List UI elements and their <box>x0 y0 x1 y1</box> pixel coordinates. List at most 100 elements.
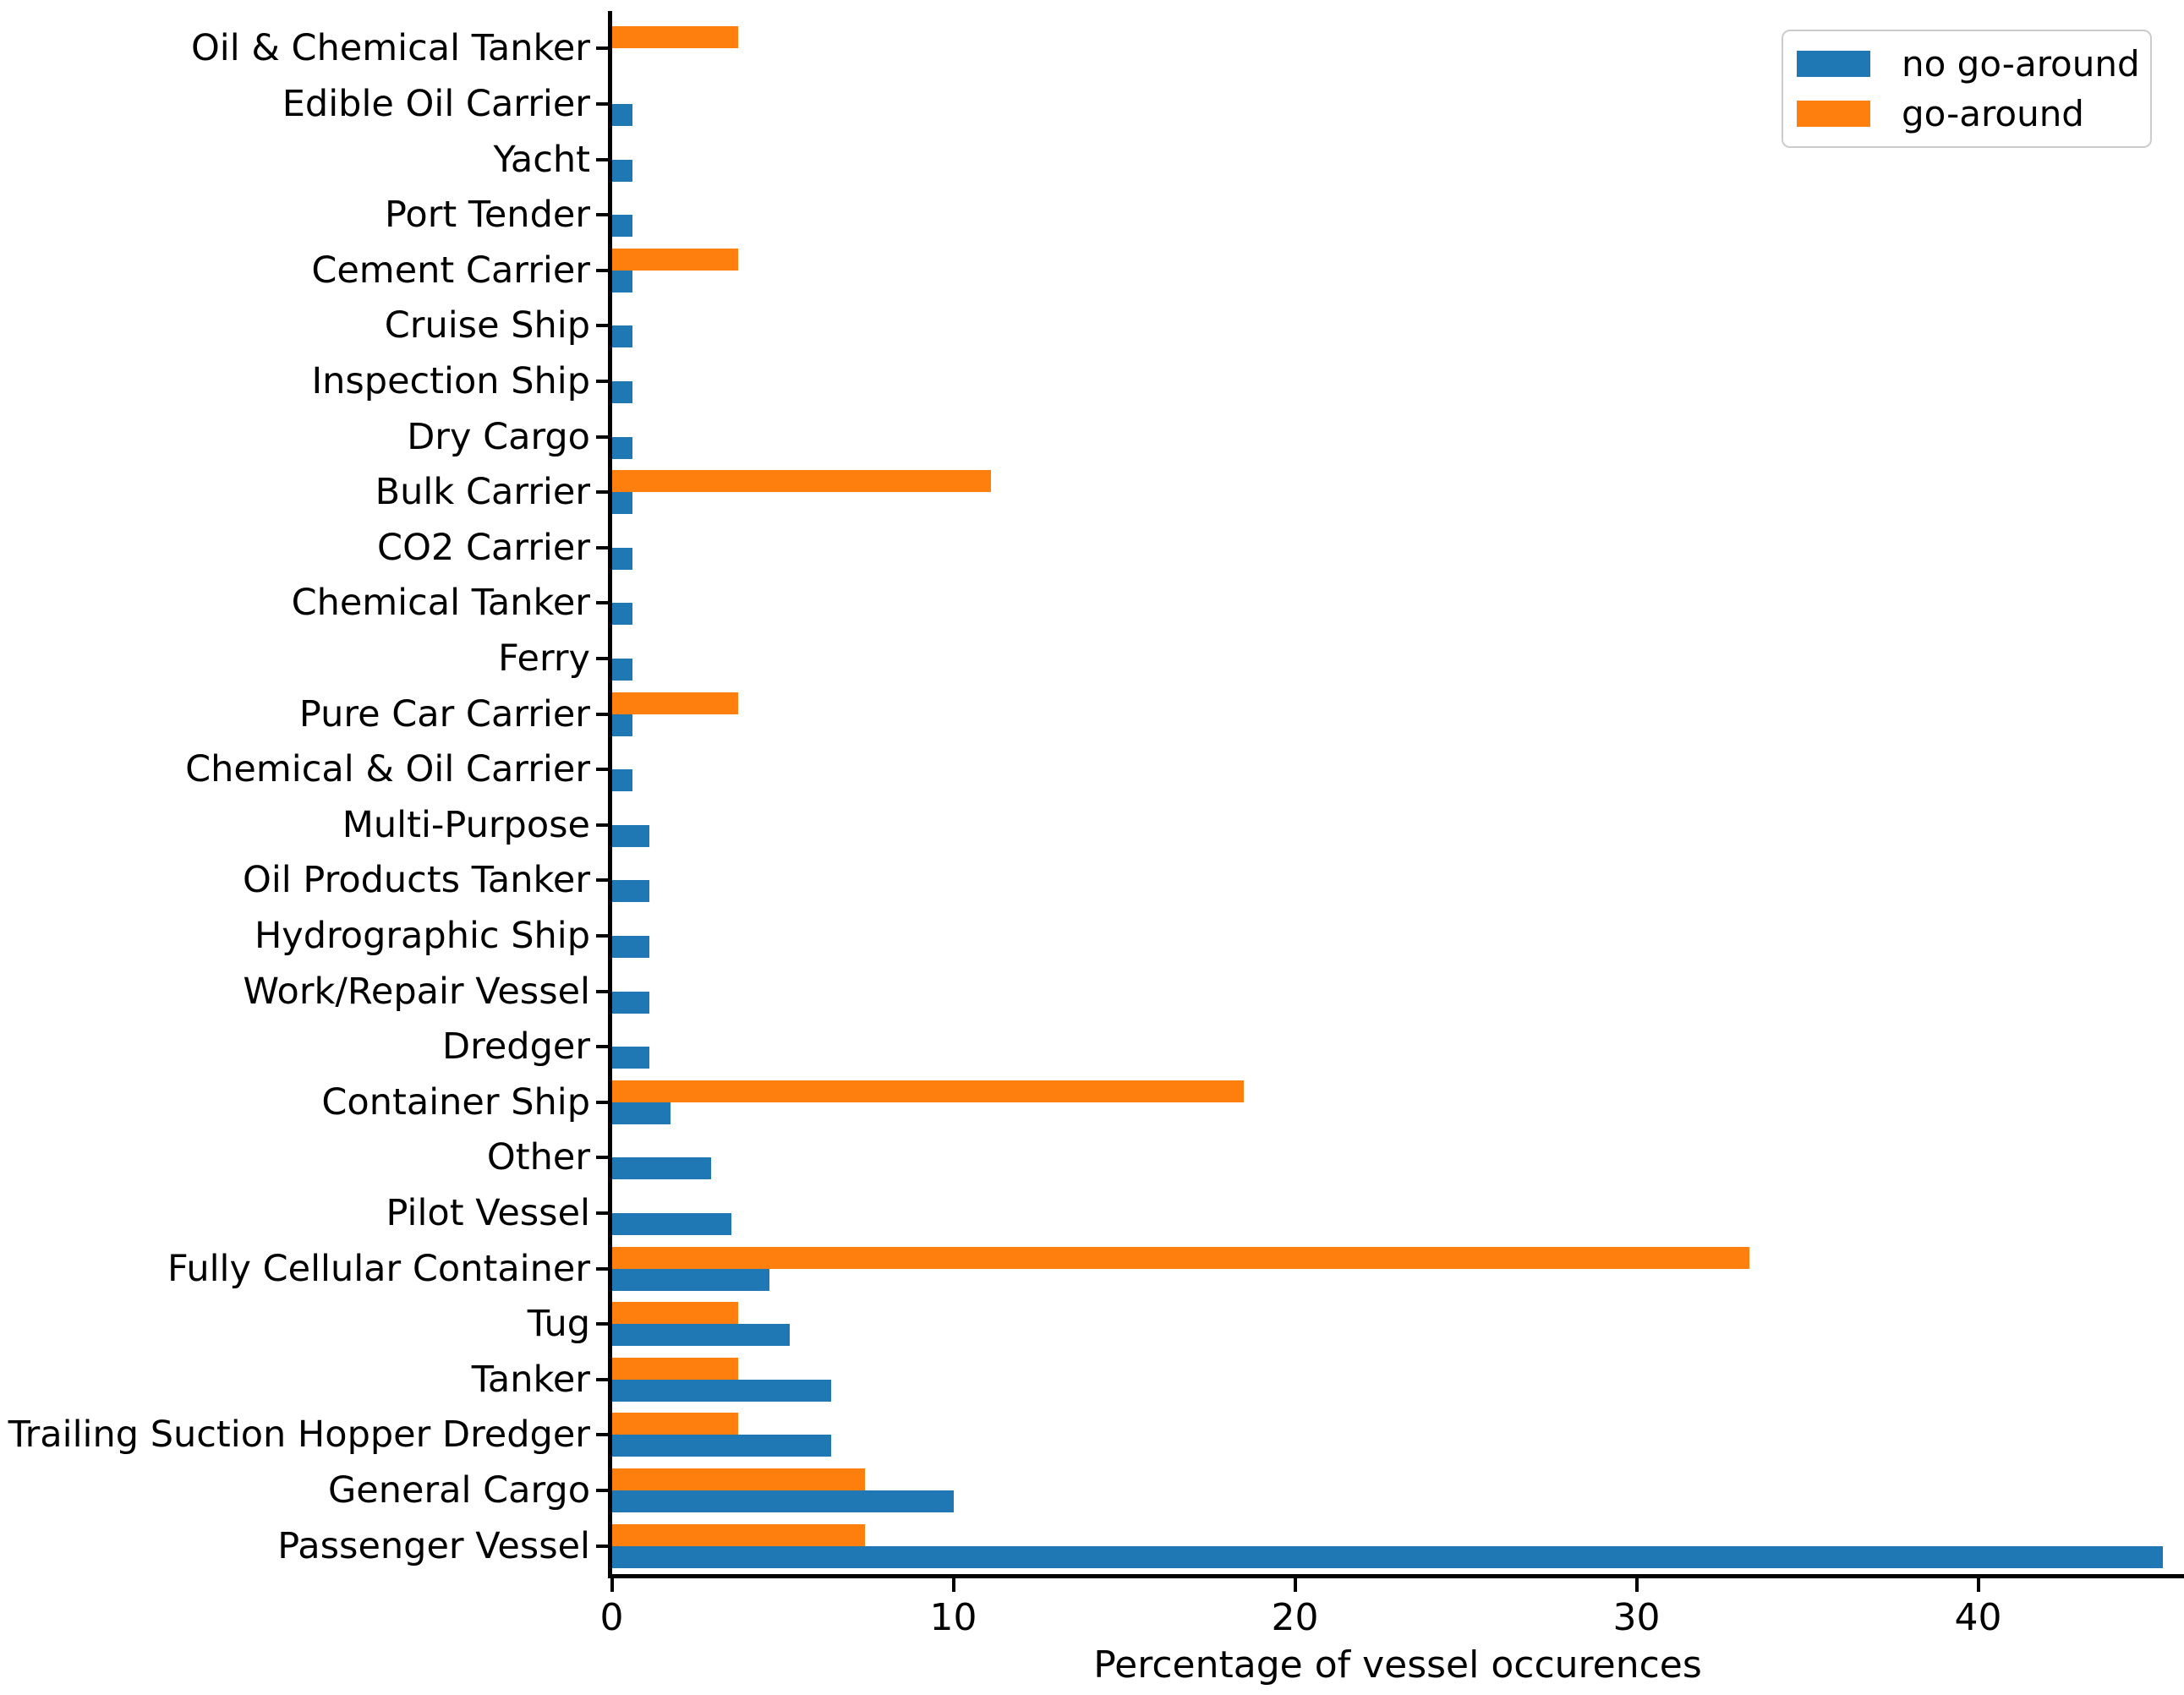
bar-no-go-around <box>612 436 633 459</box>
chart-row: Cruise Ship <box>0 298 2184 354</box>
category-label: Dry Cargo <box>407 415 590 458</box>
chart-row: Other <box>0 1130 2184 1186</box>
y-tick-mark <box>596 102 608 107</box>
chart-row: General Cargo <box>0 1463 2184 1518</box>
y-tick-mark <box>596 1433 608 1437</box>
y-tick-mark <box>596 601 608 605</box>
bar-go-around <box>612 692 739 714</box>
bar-no-go-around <box>612 824 650 847</box>
category-label: Edible Oil Carrier <box>282 83 590 126</box>
category-label: Cruise Ship <box>384 304 590 347</box>
category-label: Pilot Vessel <box>386 1192 590 1235</box>
category-label: Hydrographic Ship <box>254 915 590 958</box>
y-tick-mark <box>596 157 608 161</box>
chart-row: Pilot Vessel <box>0 1185 2184 1241</box>
y-tick-mark <box>596 878 608 883</box>
chart-row: Bulk Carrier <box>0 465 2184 521</box>
chart-row: Cement Carrier <box>0 243 2184 298</box>
x-tick-label: 20 <box>1271 1596 1319 1639</box>
bar-no-go-around <box>612 547 633 570</box>
y-tick-mark <box>596 1211 608 1216</box>
chart-row: Dry Cargo <box>0 409 2184 465</box>
chart-row: Tug <box>0 1297 2184 1353</box>
bar-go-around <box>612 1357 739 1380</box>
x-tick-label: 0 <box>599 1596 624 1639</box>
chart-row: Trailing Suction Hopper Dredger <box>0 1408 2184 1463</box>
bar-no-go-around <box>612 1435 831 1457</box>
y-tick-mark <box>596 989 608 993</box>
chart-row: Oil & Chemical Tanker <box>0 21 2184 77</box>
y-tick-mark <box>596 1156 608 1160</box>
chart-row: Hydrographic Ship <box>0 908 2184 964</box>
legend-swatch-go-around-icon <box>1797 101 1870 127</box>
bar-no-go-around <box>612 1102 671 1124</box>
chart-row: Multi-Purpose <box>0 797 2184 853</box>
bar-no-go-around <box>612 936 650 959</box>
bar-go-around <box>612 1523 865 1546</box>
bar-no-go-around <box>612 1379 831 1402</box>
category-label: Chemical Tanker <box>291 582 590 625</box>
y-tick-mark <box>596 380 608 384</box>
y-tick-mark <box>596 46 608 51</box>
y-tick-mark <box>596 1489 608 1493</box>
chart-row: Passenger Vessel <box>0 1518 2184 1574</box>
y-tick-mark <box>596 934 608 938</box>
category-label: Yacht <box>493 138 590 181</box>
bar-no-go-around <box>612 714 633 736</box>
bar-no-go-around <box>612 659 633 681</box>
y-tick-mark <box>596 657 608 661</box>
category-label: Fully Cellular Container <box>167 1247 590 1290</box>
bar-no-go-around <box>612 880 650 903</box>
x-axis-label: Percentage of vessel occurences <box>1093 1643 1702 1687</box>
bar-go-around <box>612 1468 865 1491</box>
x-tick-label: 10 <box>929 1596 977 1639</box>
category-label: General Cargo <box>327 1469 590 1512</box>
legend-item-no-go-around: no go-around <box>1783 43 2150 85</box>
legend-swatch-no-go-around-icon <box>1797 51 1870 77</box>
bar-no-go-around <box>612 325 633 348</box>
bar-go-around <box>612 1080 1245 1102</box>
bar-no-go-around <box>612 159 633 182</box>
category-label: Trailing Suction Hopper Dredger <box>8 1413 590 1457</box>
chart-row: Container Ship <box>0 1074 2184 1130</box>
x-tick-label: 40 <box>1954 1596 2002 1639</box>
bar-go-around <box>612 248 739 271</box>
chart-row: Oil Products Tanker <box>0 853 2184 909</box>
bar-go-around <box>612 26 739 49</box>
y-tick-mark <box>596 490 608 495</box>
y-tick-mark <box>596 435 608 439</box>
category-label: Other <box>486 1136 590 1179</box>
bar-no-go-around <box>612 381 633 404</box>
x-tick-mark <box>1976 1577 1980 1592</box>
chart-row: CO2 Carrier <box>0 520 2184 576</box>
chart-row: Port Tender <box>0 188 2184 243</box>
y-tick-mark <box>596 1377 608 1381</box>
chart-row: Chemical Tanker <box>0 576 2184 632</box>
y-tick-mark <box>596 1322 608 1326</box>
bar-no-go-around <box>612 1047 650 1069</box>
x-tick-mark <box>1634 1577 1639 1592</box>
bar-no-go-around <box>612 104 633 127</box>
bar-no-go-around <box>612 991 650 1014</box>
bar-no-go-around <box>612 1324 791 1347</box>
x-axis-spine <box>608 1574 2184 1578</box>
chart-row: Work/Repair Vessel <box>0 964 2184 1020</box>
legend-label: no go-around <box>1902 43 2140 85</box>
category-label: Ferry <box>498 637 590 681</box>
category-label: Dredger <box>441 1025 590 1069</box>
bar-go-around <box>612 1302 739 1325</box>
bar-no-go-around <box>612 270 633 293</box>
chart-row: Ferry <box>0 631 2184 686</box>
bar-go-around <box>612 470 992 493</box>
bar-no-go-around <box>612 1490 954 1513</box>
y-tick-mark <box>596 213 608 217</box>
chart-row: Yacht <box>0 132 2184 188</box>
category-label: CO2 Carrier <box>377 526 590 569</box>
chart-row: Inspection Ship <box>0 353 2184 409</box>
legend: no go-around go-around <box>1782 30 2152 148</box>
bar-go-around <box>612 1413 739 1435</box>
legend-item-go-around: go-around <box>1783 93 2150 134</box>
chart-row: Chemical & Oil Carrier <box>0 742 2184 798</box>
category-label: Oil & Chemical Tanker <box>190 27 590 70</box>
